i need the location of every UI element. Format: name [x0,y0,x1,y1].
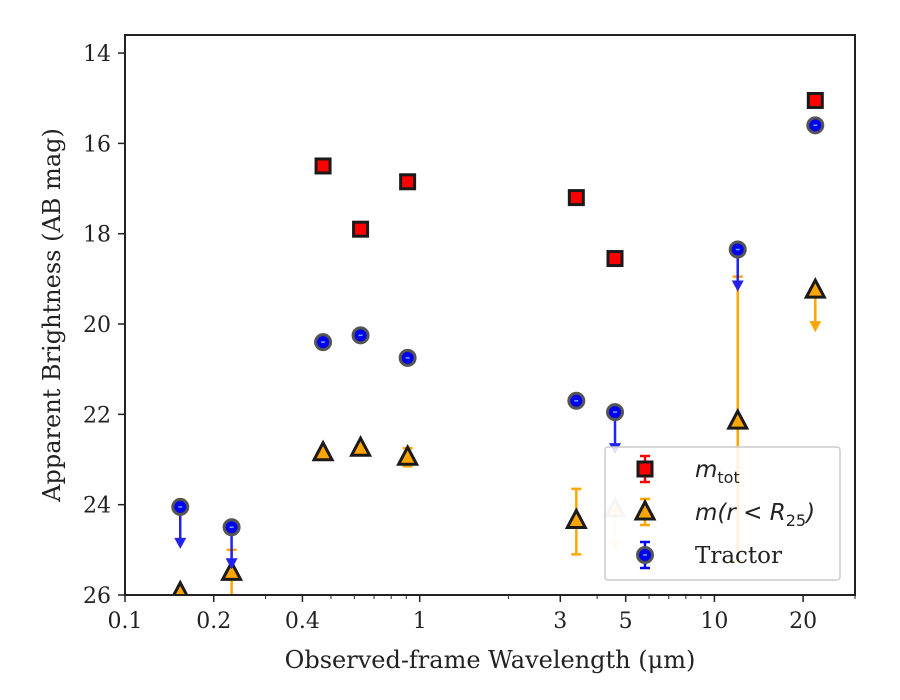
data-point-square [399,173,417,191]
series-circle [171,116,825,570]
x-tick-label: 1 [413,609,427,634]
data-point-triangle [803,276,827,299]
data-point-triangle [564,507,588,529]
legend-entry: mtot [636,454,740,487]
y-tick-label: 16 [83,132,111,157]
y-tick-label: 22 [83,403,111,428]
legend-label: m(r < R25) [695,500,815,530]
data-point-square [352,220,370,238]
x-tick-label: 0.4 [285,609,320,634]
limit-arrow-head [174,537,187,549]
x-tick-label: 10 [700,609,728,634]
x-axis-title: Observed-frame Wavelength (μm) [285,646,696,674]
data-point-triangle [726,407,750,430]
y-axis-title: Apparent Brightness (AB mag) [38,128,66,503]
x-axis: 0.1 0.2 0.4 1 3 5 10 20 [108,595,856,634]
legend-marker-square [636,460,654,478]
data-point-square [567,189,585,207]
plot-frame [124,34,856,596]
x-tick-label: 20 [789,609,817,634]
x-tick-label: 0.1 [108,609,143,634]
data-point-square [314,157,332,175]
y-tick-label: 14 [83,42,111,67]
limit-arrow-head [225,558,238,570]
legend-box [604,446,841,581]
series-square [314,91,824,268]
data-point-square [806,91,824,109]
data-point-triangle [220,559,244,581]
y-tick-label: 20 [83,313,111,338]
data-point-triangle [311,439,335,462]
y-tick-label: 24 [83,494,111,519]
y-axis: 14 16 18 20 22 24 26 [83,42,125,609]
legend-label: mtot [695,457,740,487]
x-tick-label: 0.2 [196,609,231,634]
x-tick-label: 3 [553,609,567,634]
limit-arrow-head [809,321,822,333]
data-point-triangle [349,435,373,457]
y-tick-label: 26 [83,584,111,609]
limit-arrow-head [731,280,744,292]
y-tick-label: 18 [83,223,111,248]
data-point-triangle [172,579,189,595]
data-point-triangle [396,444,420,466]
legend-entry: Tractor [636,540,782,570]
legend: mtot m(r < R25) Tractor [604,446,841,581]
legend-entry: m(r < R25) [633,497,815,530]
legend-marker-triangle [633,498,657,521]
x-tick-label: 5 [619,609,633,634]
data-point-square [606,250,624,268]
legend-label: Tractor [695,543,782,569]
